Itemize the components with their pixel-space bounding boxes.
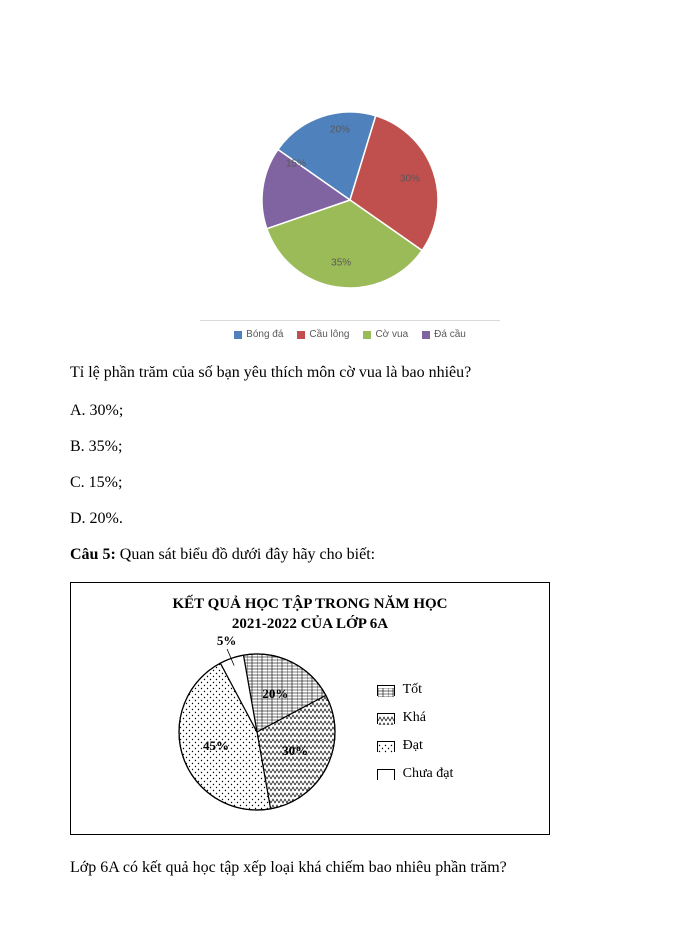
question5-heading: Câu 5: Quan sát biểu đồ dưới đây hãy cho… — [70, 546, 630, 564]
option-a: A. 30%; — [70, 402, 630, 420]
legend-label: Đá cầu — [434, 329, 466, 340]
legend-swatch — [377, 741, 395, 752]
sports-pie: 20% 30% 35% 15% — [250, 100, 450, 300]
legend-item: Bóng đá — [234, 329, 283, 340]
legend-label: Bóng đá — [246, 329, 283, 340]
legend-swatch — [297, 331, 305, 339]
results-chart-title-line1: KẾT QUẢ HỌC TẬP TRONG NĂM HỌC — [172, 596, 447, 612]
legend-label: Cầu lông — [309, 329, 349, 340]
results-pie-legend: Tốt Khá Đạt Chưa đạt — [377, 682, 454, 782]
sports-pie-legend: Bóng đá Cầu lông Cờ vua Đá cầu — [200, 320, 500, 340]
question4-text: Tỉ lệ phần trăm của số bạn yêu thích môn… — [70, 362, 630, 384]
legend-item: Cầu lông — [297, 329, 349, 340]
legend-swatch — [377, 713, 395, 724]
pie-slice-label: 45% — [203, 738, 229, 754]
legend-label: Chưa đạt — [403, 766, 454, 782]
legend-swatch — [234, 331, 242, 339]
legend-item: Tốt — [377, 682, 454, 698]
results-pie: 20%30%45%5% — [167, 642, 347, 822]
legend-swatch — [377, 685, 395, 696]
legend-item: Đá cầu — [422, 329, 466, 340]
legend-swatch — [377, 769, 395, 780]
legend-item: Cờ vua — [363, 329, 408, 340]
legend-label: Cờ vua — [375, 329, 408, 340]
pie-slice-label: 30% — [400, 174, 420, 185]
legend-label: Khá — [403, 710, 426, 726]
option-c: C. 15%; — [70, 474, 630, 492]
legend-item: Khá — [377, 710, 454, 726]
legend-swatch — [363, 331, 371, 339]
sports-pie-chart: 20% 30% 35% 15% Bóng đá Cầu lông Cờ vua Đá cầu — [70, 100, 630, 340]
pie-slice-label: 20% — [330, 124, 350, 135]
results-chart-box: KẾT QUẢ HỌC TẬP TRONG NĂM HỌC 2021-2022 … — [70, 582, 550, 835]
legend-item: Đạt — [377, 738, 454, 754]
results-chart-title: KẾT QUẢ HỌC TẬP TRONG NĂM HỌC 2021-2022 … — [87, 595, 533, 634]
pie-slice-label: 30% — [282, 743, 308, 759]
legend-label: Đạt — [403, 738, 423, 754]
question5-prompt: Quan sát biểu đồ dưới đây hãy cho biết: — [116, 546, 375, 563]
option-b: B. 35%; — [70, 438, 630, 456]
pie-slice-label: 5% — [217, 633, 237, 649]
legend-item: Chưa đạt — [377, 766, 454, 782]
pie-slice-label: 20% — [262, 686, 288, 702]
legend-swatch — [422, 331, 430, 339]
option-d: D. 20%. — [70, 510, 630, 528]
legend-label: Tốt — [403, 682, 422, 698]
question5-followup: Lớp 6A có kết quả học tập xếp loại khá c… — [70, 857, 630, 879]
question5-number: Câu 5: — [70, 546, 116, 563]
pie-slice-label: 15% — [286, 159, 306, 170]
pie-slice-label: 35% — [331, 257, 351, 268]
results-chart-title-line2: 2021-2022 CỦA LỚP 6A — [232, 616, 388, 632]
